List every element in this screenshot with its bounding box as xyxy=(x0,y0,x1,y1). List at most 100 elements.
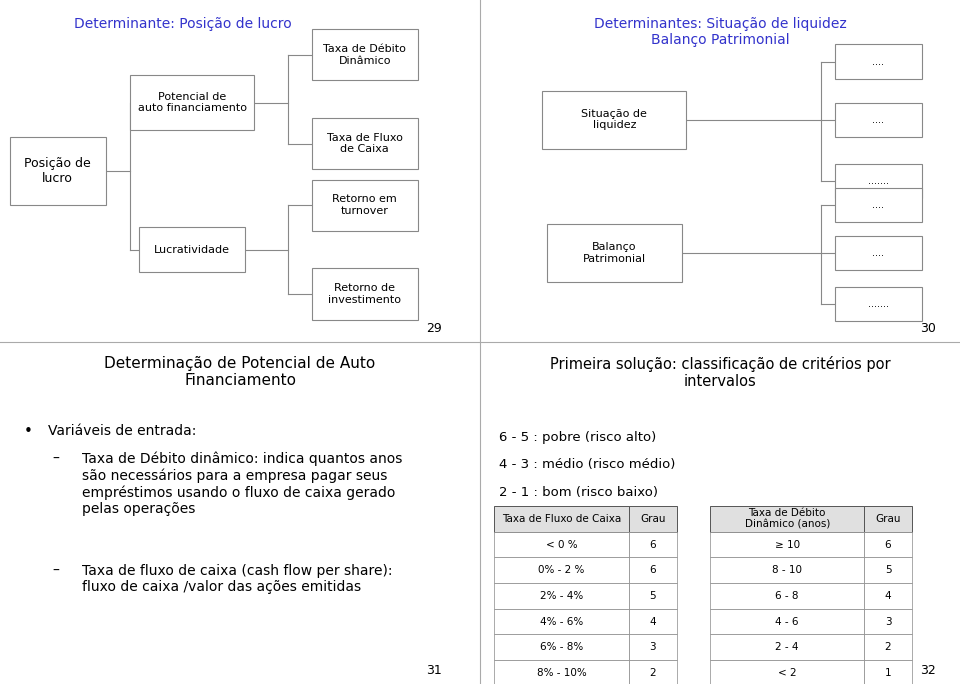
Text: 5: 5 xyxy=(885,565,891,575)
Text: 6 - 8: 6 - 8 xyxy=(776,591,799,601)
FancyBboxPatch shape xyxy=(629,532,677,557)
Text: 6: 6 xyxy=(885,540,891,550)
FancyBboxPatch shape xyxy=(629,609,677,635)
FancyBboxPatch shape xyxy=(494,660,629,684)
FancyBboxPatch shape xyxy=(835,287,922,321)
Text: Retorno de
investimento: Retorno de investimento xyxy=(328,283,401,305)
Text: 29: 29 xyxy=(426,322,442,335)
Text: 2: 2 xyxy=(885,642,891,653)
FancyBboxPatch shape xyxy=(864,506,912,532)
Text: 3: 3 xyxy=(650,642,656,653)
Text: 6: 6 xyxy=(650,565,656,575)
Text: Determinação de Potencial de Auto
Financiamento: Determinação de Potencial de Auto Financ… xyxy=(105,356,375,388)
FancyBboxPatch shape xyxy=(835,103,922,137)
Text: Grau: Grau xyxy=(876,514,900,524)
Text: 32: 32 xyxy=(921,664,936,677)
Text: Grau: Grau xyxy=(640,514,665,524)
FancyBboxPatch shape xyxy=(864,532,912,557)
FancyBboxPatch shape xyxy=(139,227,245,272)
FancyBboxPatch shape xyxy=(494,506,629,532)
Text: 30: 30 xyxy=(920,322,936,335)
Text: ....: .... xyxy=(873,115,884,124)
FancyBboxPatch shape xyxy=(494,557,629,583)
Text: 6 - 5 : pobre (risco alto): 6 - 5 : pobre (risco alto) xyxy=(499,431,657,444)
FancyBboxPatch shape xyxy=(312,29,418,81)
Text: –: – xyxy=(53,564,60,578)
Text: Situação de
liquidez: Situação de liquidez xyxy=(582,109,647,131)
FancyBboxPatch shape xyxy=(494,583,629,609)
FancyBboxPatch shape xyxy=(835,164,922,198)
Text: –: – xyxy=(53,451,60,465)
FancyBboxPatch shape xyxy=(864,660,912,684)
FancyBboxPatch shape xyxy=(864,635,912,660)
Text: Taxa de Fluxo
de Caixa: Taxa de Fluxo de Caixa xyxy=(326,133,403,155)
FancyBboxPatch shape xyxy=(710,506,864,532)
Text: 31: 31 xyxy=(426,664,442,677)
Text: Lucratividade: Lucratividade xyxy=(154,245,230,254)
FancyBboxPatch shape xyxy=(629,506,677,532)
Text: Potencial de
auto financiamento: Potencial de auto financiamento xyxy=(137,92,247,114)
Text: 2% - 4%: 2% - 4% xyxy=(540,591,584,601)
Text: Primeira solução: classificação de critérios por
intervalos: Primeira solução: classificação de crité… xyxy=(550,356,890,389)
FancyBboxPatch shape xyxy=(710,532,864,557)
Text: Posição de
lucro: Posição de lucro xyxy=(24,157,91,185)
Text: 6: 6 xyxy=(650,540,656,550)
Text: 3: 3 xyxy=(885,616,891,627)
Text: Determinante: Posição de lucro: Determinante: Posição de lucro xyxy=(74,17,291,31)
Text: 2: 2 xyxy=(650,668,656,678)
FancyBboxPatch shape xyxy=(312,118,418,169)
FancyBboxPatch shape xyxy=(710,635,864,660)
Text: 4: 4 xyxy=(885,591,891,601)
FancyBboxPatch shape xyxy=(835,188,922,222)
Text: 6% - 8%: 6% - 8% xyxy=(540,642,584,653)
Text: .......: ....... xyxy=(868,300,889,309)
FancyBboxPatch shape xyxy=(864,557,912,583)
Text: 4 - 6: 4 - 6 xyxy=(776,616,799,627)
FancyBboxPatch shape xyxy=(864,609,912,635)
Text: 1: 1 xyxy=(885,668,891,678)
Text: ....: .... xyxy=(873,57,884,66)
FancyBboxPatch shape xyxy=(312,268,418,320)
Text: Taxa de Débito dinâmico: indica quantos anos
são necessários para a empresa paga: Taxa de Débito dinâmico: indica quantos … xyxy=(82,451,402,516)
FancyBboxPatch shape xyxy=(542,91,686,149)
Text: < 2: < 2 xyxy=(778,668,797,678)
FancyBboxPatch shape xyxy=(629,557,677,583)
Text: < 0 %: < 0 % xyxy=(546,540,577,550)
FancyBboxPatch shape xyxy=(629,635,677,660)
Text: 4: 4 xyxy=(650,616,656,627)
Text: Taxa de Débito
Dinâmico: Taxa de Débito Dinâmico xyxy=(324,44,406,66)
Text: 8% - 10%: 8% - 10% xyxy=(537,668,587,678)
Text: .......: ....... xyxy=(868,176,889,186)
FancyBboxPatch shape xyxy=(629,660,677,684)
FancyBboxPatch shape xyxy=(835,236,922,270)
Text: ≥ 10: ≥ 10 xyxy=(775,540,800,550)
Text: Variáveis de entrada:: Variáveis de entrada: xyxy=(48,424,197,438)
Text: Determinantes: Situação de liquidez
Balanço Patrimonial: Determinantes: Situação de liquidez Bala… xyxy=(593,17,847,47)
Text: 0% - 2 %: 0% - 2 % xyxy=(539,565,585,575)
FancyBboxPatch shape xyxy=(312,180,418,231)
FancyBboxPatch shape xyxy=(710,583,864,609)
Text: Taxa de Débito
Dinâmico (anos): Taxa de Débito Dinâmico (anos) xyxy=(745,508,829,530)
Text: 4% - 6%: 4% - 6% xyxy=(540,616,584,627)
FancyBboxPatch shape xyxy=(710,609,864,635)
FancyBboxPatch shape xyxy=(547,224,682,282)
FancyBboxPatch shape xyxy=(130,75,254,130)
FancyBboxPatch shape xyxy=(864,583,912,609)
FancyBboxPatch shape xyxy=(629,583,677,609)
FancyBboxPatch shape xyxy=(494,532,629,557)
Text: 4 - 3 : médio (risco médio): 4 - 3 : médio (risco médio) xyxy=(499,458,676,471)
Text: 2 - 1 : bom (risco baixo): 2 - 1 : bom (risco baixo) xyxy=(499,486,659,499)
Text: Balanço
Patrimonial: Balanço Patrimonial xyxy=(583,242,646,264)
Text: ....: .... xyxy=(873,248,884,258)
Text: ....: .... xyxy=(873,200,884,210)
FancyBboxPatch shape xyxy=(10,137,106,205)
FancyBboxPatch shape xyxy=(710,557,864,583)
Text: Taxa de fluxo de caixa (cash flow per share):
fluxo de caixa /valor das ações em: Taxa de fluxo de caixa (cash flow per sh… xyxy=(82,564,392,594)
FancyBboxPatch shape xyxy=(494,635,629,660)
Text: •: • xyxy=(24,424,33,439)
FancyBboxPatch shape xyxy=(835,44,922,79)
Text: Retorno em
turnover: Retorno em turnover xyxy=(332,194,397,216)
Text: 2 - 4: 2 - 4 xyxy=(776,642,799,653)
Text: Taxa de Fluxo de Caixa: Taxa de Fluxo de Caixa xyxy=(502,514,621,524)
Text: 8 - 10: 8 - 10 xyxy=(772,565,803,575)
